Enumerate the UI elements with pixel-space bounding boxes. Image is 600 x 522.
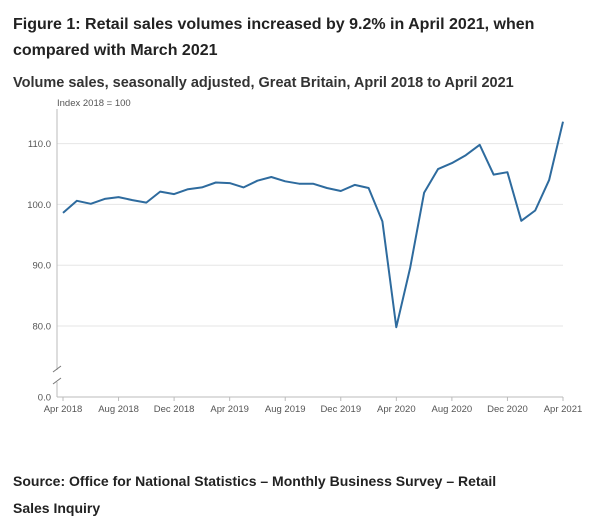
axis-break-mark: [52, 365, 62, 373]
y-tick-label: 90.0: [33, 261, 52, 272]
x-tick-label: Apr 2021: [544, 404, 583, 415]
y-axis-unit-label: Index 2018 = 100: [57, 98, 131, 109]
y-tick-label: 80.0: [33, 322, 52, 333]
x-tick-label: Apr 2018: [44, 404, 83, 415]
x-tick-label: Aug 2018: [98, 404, 139, 415]
axis-break-mark: [52, 377, 62, 385]
page-title: Figure 1: Retail sales volumes increased…: [13, 16, 535, 59]
x-tick-label: Apr 2020: [377, 404, 416, 415]
x-tick-label: Dec 2018: [154, 404, 195, 415]
y-tick-label: 100.0: [27, 200, 51, 211]
y-tick-label: 110.0: [28, 139, 51, 150]
line-chart: 0.0 80.0 90.0 100.0 110.0 Index 2018 = 100 Apr…: [27, 98, 583, 415]
x-tick-label: Aug 2020: [432, 404, 473, 415]
source-note: Source: Office for National Statistics –…: [13, 473, 497, 516]
x-tick-label: Dec 2020: [487, 404, 528, 415]
series-line-retail-sales-volume: [62, 121, 564, 329]
x-tick-label: Aug 2019: [265, 404, 306, 415]
chart-subtitle: Volume sales, seasonally adjusted, Great…: [13, 75, 514, 91]
y-tick-label: 0.0: [38, 393, 51, 404]
x-tick-label: Dec 2019: [320, 404, 361, 415]
x-tick-label: Apr 2019: [210, 404, 249, 415]
